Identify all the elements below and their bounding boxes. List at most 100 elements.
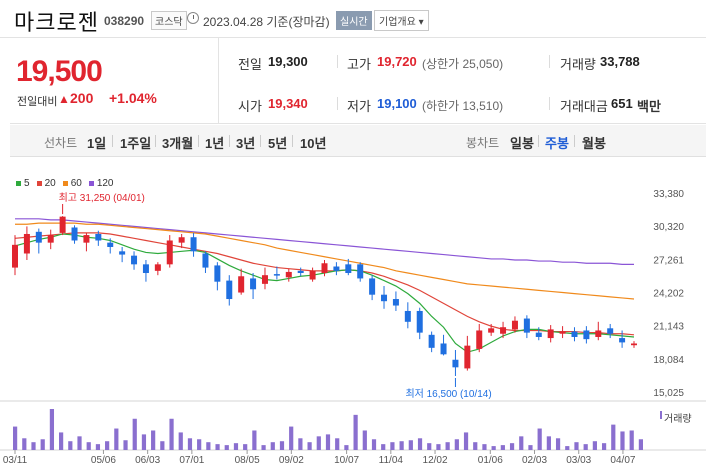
clock-icon <box>187 12 199 24</box>
volume-bar <box>86 442 91 450</box>
volume-bar <box>261 445 266 450</box>
x-tick-label: 03/11 <box>3 455 28 466</box>
tab-weekly[interactable]: 주봉 <box>545 136 569 151</box>
candle-body <box>381 294 388 302</box>
legend-label: 120 <box>96 178 114 189</box>
candle-body <box>131 255 138 265</box>
x-tick-label: 02/03 <box>522 455 547 466</box>
tab-1d[interactable]: 1일 <box>87 136 107 151</box>
candle-body <box>333 266 340 271</box>
volume-legend-label: 거래량 <box>664 414 692 425</box>
volume-bar <box>151 430 156 450</box>
candle-body <box>404 310 411 322</box>
x-tick-label: 10/07 <box>334 455 359 466</box>
divider <box>198 135 199 147</box>
y-tick-label: 27,261 <box>653 255 684 266</box>
divider <box>292 135 293 147</box>
candle-body <box>559 331 566 334</box>
candle-body <box>488 328 495 333</box>
volume-bar <box>491 446 496 450</box>
divider <box>112 135 113 147</box>
tab-3m[interactable]: 3개월 <box>162 136 194 151</box>
divider <box>260 135 261 147</box>
volume-bar <box>473 442 478 450</box>
stock-code: 038290 <box>104 14 145 28</box>
candle-body <box>464 345 471 369</box>
volume-bar <box>537 428 542 450</box>
volume-bar <box>399 441 404 450</box>
volume-bar <box>252 430 257 450</box>
company-overview-button[interactable]: 기업개요 ▾ <box>374 10 429 31</box>
legend-item-ma60[interactable]: 60 <box>62 178 82 189</box>
volume-bar <box>417 438 423 450</box>
volume-bar <box>169 418 174 450</box>
volume-bar <box>390 442 395 450</box>
volume-bar <box>353 414 358 450</box>
volume-bar <box>307 442 312 450</box>
candle-body <box>214 265 221 282</box>
candle-body <box>83 235 90 243</box>
candle-body <box>35 231 42 243</box>
volume-bar <box>289 426 294 450</box>
candle-body <box>285 271 292 278</box>
legend-label: 60 <box>70 178 82 189</box>
header-bar <box>0 0 706 38</box>
ma-legend: 5 20 60 120 <box>16 178 121 189</box>
candle-body <box>261 275 268 284</box>
x-tick-label: 08/05 <box>235 455 260 466</box>
x-tick-label: 12/02 <box>423 455 448 466</box>
volume-bar <box>408 440 413 450</box>
volume-bar <box>445 442 450 450</box>
candle-body <box>523 318 530 333</box>
realtime-button[interactable]: 실시간 <box>336 11 372 30</box>
legend-item-ma5[interactable]: 5 <box>16 178 30 189</box>
candle-body <box>583 330 590 340</box>
volume-bar <box>362 430 367 450</box>
candle-chart-label: 봉차트 <box>466 136 500 150</box>
legend-item-ma20[interactable]: 20 <box>36 178 56 189</box>
candle-body <box>226 280 233 300</box>
tab-5y[interactable]: 5년 <box>268 136 288 151</box>
divider <box>549 55 550 68</box>
volume-bar <box>187 438 193 450</box>
candle-body <box>12 244 18 268</box>
tab-3y[interactable]: 3년 <box>236 136 256 151</box>
candle-body <box>369 278 376 295</box>
ma20-line <box>14 232 635 336</box>
stock-name: 마크로젠 <box>14 10 99 35</box>
volume-bar <box>233 443 239 450</box>
change-label: 전일대비 <box>17 96 58 108</box>
x-tick-label: 09/02 <box>279 455 304 466</box>
volume-bar <box>482 444 487 450</box>
volume-bar <box>546 436 551 450</box>
candle-body <box>273 274 280 276</box>
x-tick-label: 06/03 <box>135 455 160 466</box>
candle-body <box>631 343 637 346</box>
tab-1w[interactable]: 1주일 <box>120 136 152 151</box>
volume-bar <box>519 436 524 450</box>
volume-bar <box>454 439 459 450</box>
tab-monthly[interactable]: 월봉 <box>582 136 606 151</box>
price-chart: 33,380 30,320 27,261 24,202 21,143 18,084 15,0… <box>0 189 706 466</box>
legend-item-ma120[interactable]: 120 <box>88 178 114 189</box>
high-label: 고가 <box>347 57 371 72</box>
volume-bar <box>601 443 607 450</box>
tab-10y[interactable]: 10년 <box>300 136 327 151</box>
price-panel <box>10 38 706 124</box>
candle-body <box>154 264 161 271</box>
volume-bar <box>270 442 275 450</box>
tab-daily[interactable]: 일봉 <box>510 136 534 151</box>
lower-limit: (하한가 13,510) <box>422 99 504 113</box>
open-label: 시가 <box>238 99 262 114</box>
candle-body <box>142 264 149 274</box>
divider <box>549 97 550 110</box>
candle-body <box>500 327 507 334</box>
volume-bar <box>95 444 101 450</box>
tab-1y[interactable]: 1년 <box>205 136 225 151</box>
candle-body <box>321 263 328 274</box>
volume-bar <box>141 434 147 450</box>
max-price-annotation: 최고 31,250 (04/01) <box>59 192 145 204</box>
volume-bar <box>463 432 469 450</box>
volume-bar <box>629 430 634 450</box>
x-tick-label: 03/03 <box>566 455 591 466</box>
